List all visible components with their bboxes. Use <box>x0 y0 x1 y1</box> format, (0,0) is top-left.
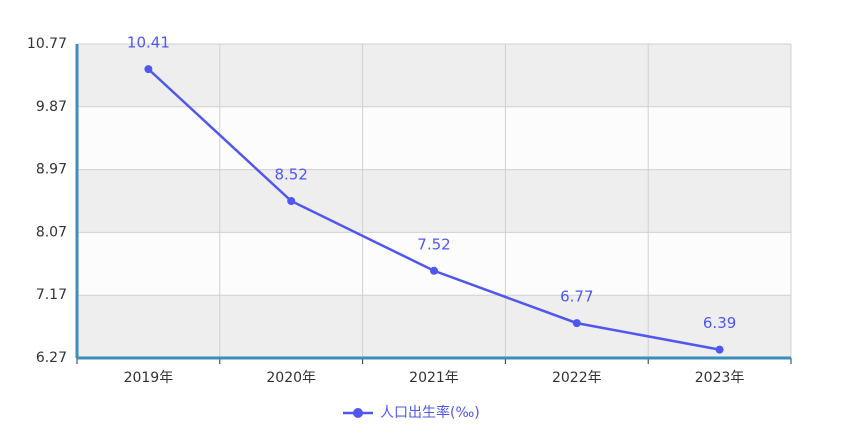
x-tick-label: 2021年 <box>409 370 459 386</box>
data-label: 6.39 <box>703 314 736 332</box>
data-label: 8.52 <box>274 166 307 184</box>
legend-marker <box>353 408 363 418</box>
y-tick-label: 7.17 <box>36 287 67 303</box>
point <box>287 197 296 205</box>
data-label: 6.77 <box>560 288 593 306</box>
y-tick-label: 8.07 <box>36 224 67 240</box>
grid-band <box>77 106 791 170</box>
x-tick-label: 2019年 <box>124 370 174 386</box>
y-tick-label: 10.77 <box>27 36 67 52</box>
point <box>144 65 153 74</box>
grid-band <box>77 295 791 358</box>
point <box>430 266 438 275</box>
y-tick-label: 9.87 <box>36 99 67 115</box>
y-tick-label: 8.97 <box>36 162 67 178</box>
y-tick-label: 6.27 <box>36 350 67 366</box>
legend-label: 人口出生率(‰) <box>380 404 480 421</box>
grid-band <box>77 169 791 233</box>
point <box>572 319 581 328</box>
x-tick-label: 2022年 <box>552 370 602 386</box>
grid-band <box>77 44 791 107</box>
x-tick-label: 2020年 <box>266 370 316 386</box>
x-tick-label: 2023年 <box>695 370 745 386</box>
point <box>715 345 724 354</box>
data-label: 10.41 <box>127 34 170 52</box>
grid-band <box>77 232 791 296</box>
data-label: 7.52 <box>417 235 450 253</box>
